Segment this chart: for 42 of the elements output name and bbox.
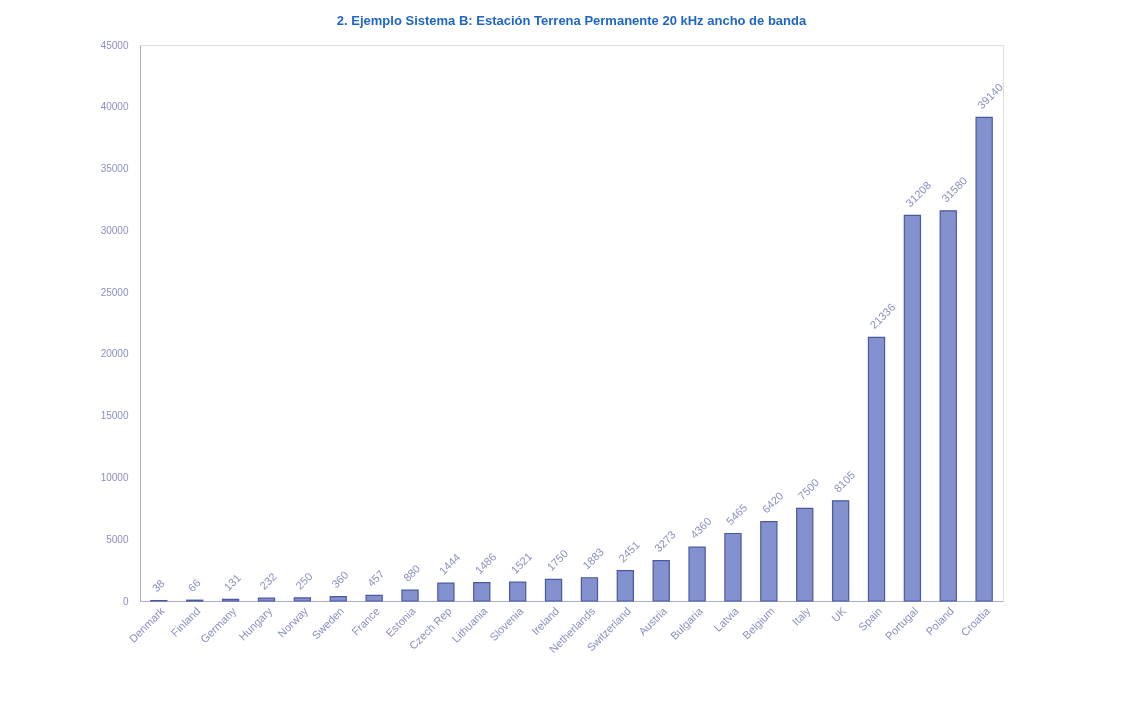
- bar: [652, 559, 670, 602]
- bar: [760, 521, 778, 602]
- y-tick-label: 15000: [100, 410, 129, 422]
- data-label: 131: [221, 571, 243, 594]
- bar: [688, 546, 706, 602]
- bar: [329, 595, 347, 602]
- bar: [473, 582, 491, 602]
- y-tick-label: 40000: [100, 101, 129, 113]
- bar: [580, 577, 599, 602]
- bar: [796, 507, 814, 602]
- bar: [867, 336, 886, 602]
- data-label: 66: [185, 576, 203, 594]
- data-label: 880: [400, 562, 423, 584]
- y-tick-label: 10000: [100, 471, 129, 483]
- chart-title: 2. Ejemplo Sistema B: Estación Terrena Permanente 20 kHz ancho de banda: [336, 13, 807, 28]
- data-label: 232: [257, 570, 279, 592]
- x-tick-label: Italy: [789, 604, 813, 628]
- data-label: 38: [149, 577, 167, 595]
- bar: [293, 597, 312, 602]
- bar: [544, 578, 563, 602]
- bar: [903, 214, 922, 602]
- bar: [616, 570, 634, 602]
- bar: [365, 594, 383, 602]
- bar: [509, 581, 527, 602]
- y-tick-label: 35000: [100, 163, 129, 175]
- y-tick-label: 25000: [100, 286, 129, 298]
- y-tick-label: 0: [122, 595, 129, 607]
- bar: [401, 589, 419, 602]
- bar: [724, 532, 742, 602]
- bar: [257, 597, 276, 602]
- x-tick-label: UK: [829, 604, 849, 625]
- y-tick-label: 20000: [100, 348, 129, 360]
- data-label: 457: [364, 567, 387, 589]
- y-tick-label: 5000: [106, 533, 129, 545]
- data-label: 360: [329, 568, 351, 591]
- y-tick-label: 45000: [100, 39, 129, 51]
- bar: [975, 116, 993, 602]
- y-tick-label: 30000: [100, 224, 129, 236]
- data-label: 250: [293, 570, 315, 592]
- bar: [437, 582, 455, 602]
- bar: [939, 210, 957, 602]
- bar: [831, 500, 850, 602]
